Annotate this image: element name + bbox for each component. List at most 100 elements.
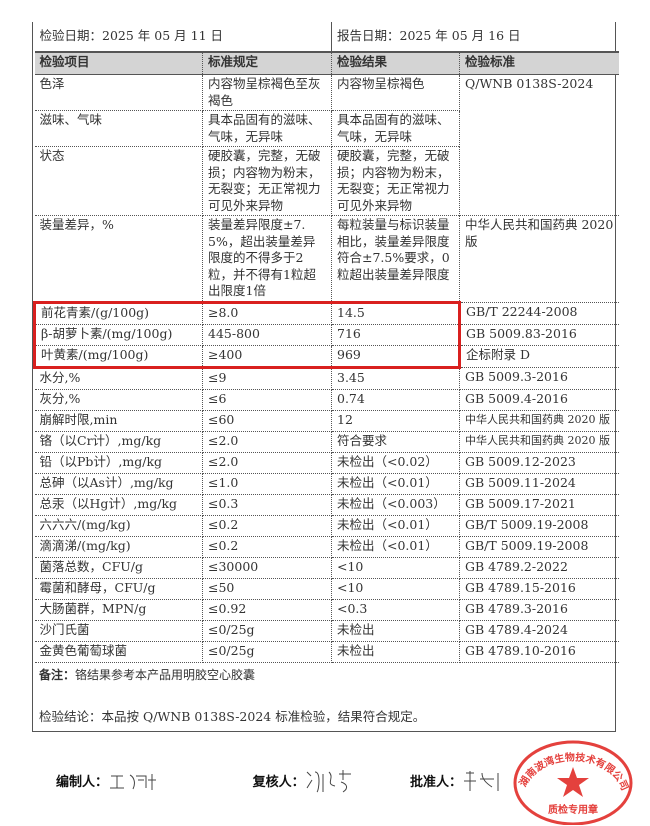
result-value: 969: [331, 344, 461, 369]
standard-value: GB 5009.12-2023: [459, 451, 619, 474]
table-row: 灰分,% ≤6 0.74 GB 5009.4-2016: [34, 388, 619, 411]
spec-value: ≤0.2: [202, 514, 332, 537]
item-name: 前花青素/(g/100g): [33, 300, 203, 325]
spec-value: 445-800: [202, 323, 332, 346]
standard-value: GB 5009.11-2024: [459, 472, 619, 495]
standard-value: 企标附录 D: [459, 344, 619, 368]
spec-value: 内容物呈棕褐色至灰褐色: [202, 74, 332, 111]
spec-value: 具本品固有的滋味、气味，无异味: [202, 110, 332, 147]
spec-value: ≤0/25g: [202, 619, 332, 642]
star-icon: [557, 766, 589, 797]
column-header: 标准规定: [202, 51, 332, 75]
compiler-label: 编制人：: [56, 775, 109, 790]
item-name: 灰分,%: [34, 388, 203, 411]
result-value: 具本品固有的滋味、气味，无异味: [331, 110, 460, 147]
result-value: 未检出: [331, 619, 460, 642]
table-row: 菌落总数，CFU/g ≤30000 <10 GB 4789.2-2022: [34, 556, 619, 579]
company-seal: 湖南波湾生物技术有限公司 质检专用章: [513, 740, 633, 825]
approver-label: 批准人：: [409, 775, 462, 790]
table-row: 六六六/(mg/kg) ≤0.2 未检出（<0.01） GB/T 5009.19-20…: [34, 514, 619, 537]
standard-value: GB 4789.2-2022: [459, 556, 619, 579]
table-row: 铬（以Cr计）,mg/kg ≤2.0 符合要求 中华人民共和国药典 2020 版: [34, 430, 619, 453]
table-row: 叶黄素/(mg/100g) ≥400 969 企标附录 D: [33, 344, 619, 369]
result-value: 716: [331, 323, 461, 346]
item-name: 崩解时限,min: [34, 409, 203, 432]
result-value: 符合要求: [331, 430, 460, 453]
item-name: 铬（以Cr计）,mg/kg: [34, 430, 203, 453]
standard-value: GB 4789.4-2024: [459, 619, 619, 642]
spec-value: ≤0.2: [202, 535, 332, 558]
compiler-signature: 编制人：: [56, 770, 253, 792]
item-name: 铅（以Pb计）,mg/kg: [34, 451, 203, 474]
spec-value: ≤1.0: [202, 472, 332, 495]
report-date: 报告日期：2025 年 05 月 16 日: [331, 22, 619, 53]
standard-value: GB 4789.3-2016: [459, 598, 619, 621]
spec-value: 硬胶囊，完整，无破损；内容物为粉末，无裂变；无正常视力可见外来异物: [202, 146, 332, 216]
result-value: 12: [331, 409, 460, 432]
item-name: 总砷（以As计）,mg/kg: [34, 472, 203, 495]
table-row: 金黄色葡萄球菌 ≤0/25g 未检出 GB 4789.10-2016: [34, 640, 619, 663]
item-name: 金黄色葡萄球菌: [34, 640, 203, 663]
result-value: <10: [331, 577, 460, 600]
table-row: 崩解时限,min ≤60 12 中华人民共和国药典 2020 版: [34, 409, 619, 432]
result-value: 硬胶囊，完整，无破损；内容物为粉末，无裂变；无正常视力可见外来异物: [331, 146, 460, 216]
result-value: 未检出（<0.02）: [331, 451, 460, 474]
inspection-date: 检验日期：2025 年 05 月 11 日: [34, 22, 332, 53]
table-row: 总砷（以As计）,mg/kg ≤1.0 未检出（<0.01） GB 5009.11-2…: [34, 472, 619, 495]
standard-value: GB 5009.3-2016: [459, 366, 619, 390]
standard-value: GB 5009.4-2016: [459, 388, 619, 411]
standard-value: GB/T 5009.19-2008: [459, 514, 619, 537]
table-row: 水分,% ≤9 3.45 GB 5009.3-2016: [34, 366, 619, 390]
result-value: 未检出: [331, 640, 460, 663]
table-row: 霉菌和酵母，CFU/g ≤50 <10 GB 4789.15-2016: [34, 577, 619, 600]
standard-value: 中华人民共和国药典 2020 版: [459, 409, 619, 432]
standard-value: 中华人民共和国药典 2020 版: [459, 215, 619, 303]
spec-value: ≤0/25g: [202, 640, 332, 663]
item-name: 霉菌和酵母，CFU/g: [34, 577, 203, 600]
item-name: 滴滴涕/(mg/kg): [34, 535, 203, 558]
result-value: 内容物呈棕褐色: [331, 74, 460, 111]
standard-value: GB 5009.83-2016: [459, 323, 619, 346]
column-header: 检验标准: [459, 51, 619, 75]
handwritten-signature: [464, 770, 499, 791]
column-header: 检验结果: [331, 51, 460, 75]
remark: 备注：铬结果参考本产品用明胶空心胶囊: [33, 663, 615, 683]
table-row: 状态 硬胶囊，完整，无破损；内容物为粉末，无裂变；无正常视力可见外来异物 硬胶囊，完…: [34, 146, 619, 216]
seal-subtext: 质检专用章: [548, 803, 598, 816]
signature-row: 编制人： 复核人： 批准人： 湖南波湾生物技术有限公司 质检专用章: [56, 736, 636, 826]
remark-label: 备注：: [39, 667, 76, 682]
item-name: 六六六/(mg/kg): [34, 514, 203, 537]
spec-value: ≤0.3: [202, 493, 332, 516]
result-value: 每粒装量与标识装量相比，装量差异限度符合±7.5%要求，0粒超出装量差异限度: [331, 215, 460, 303]
item-name: 沙门氏菌: [34, 619, 203, 642]
standard-value: GB 5009.17-2021: [459, 493, 619, 516]
spec-value: 装量差异限度±7.5%，超出装量差异限度的不得多于2粒，并不得有1粒超出限度1倍: [202, 215, 332, 303]
spec-value: ≤50: [202, 577, 332, 600]
spec-value: ≤30000: [202, 556, 332, 579]
approver-signature: 批准人：: [410, 769, 502, 793]
item-name: 滋味、气味: [34, 110, 203, 147]
reviewer-label: 复核人：: [252, 775, 305, 790]
result-value: 0.74: [331, 388, 460, 411]
inspection-report: 检验日期：2025 年 05 月 11 日 报告日期：2025 年 05 月 1…: [32, 22, 619, 732]
result-value: <0.3: [331, 598, 460, 621]
column-header: 检验项目: [34, 51, 203, 75]
inspection-table: 检验日期：2025 年 05 月 11 日 报告日期：2025 年 05 月 1…: [33, 22, 619, 663]
table-row: 装量差异，% 装量差异限度±7.5%，超出装量差异限度的不得多于2粒，并不得有1粒…: [34, 215, 619, 303]
table-row: 铅（以Pb计）,mg/kg ≤2.0 未检出（<0.02） GB 5009.12-20…: [34, 451, 619, 474]
remark-text: 铬结果参考本产品用明胶空心胶囊: [75, 667, 256, 682]
handwritten-signature: [306, 769, 351, 792]
table-row: 大肠菌群，MPN/g ≤0.92 <0.3 GB 4789.3-2016: [34, 598, 619, 621]
table-row: 沙门氏菌 ≤0/25g 未检出 GB 4789.4-2024: [34, 619, 619, 642]
conclusion: 检验结论：本品按 Q/WNB 0138S-2024 标准检验，结果符合规定。: [39, 708, 426, 724]
standard-value: 中华人民共和国药典 2020 版: [459, 430, 619, 453]
spec-value: ≥400: [202, 344, 332, 369]
table-row: 总汞（以Hg计）,mg/kg ≤0.3 未检出（<0.003） GB 5009.17-…: [34, 493, 619, 516]
table-row: β-胡萝卜素/(mg/100g) 445-800 716 GB 5009.83-201…: [33, 323, 619, 346]
standard-value: GB 4789.10-2016: [459, 640, 619, 663]
item-name: 叶黄素/(mg/100g): [33, 344, 203, 369]
result-value: 未检出（<0.01）: [331, 472, 460, 495]
item-name: 水分,%: [34, 366, 203, 390]
result-value: 未检出（<0.003）: [331, 493, 460, 516]
item-name: 菌落总数，CFU/g: [34, 556, 203, 579]
